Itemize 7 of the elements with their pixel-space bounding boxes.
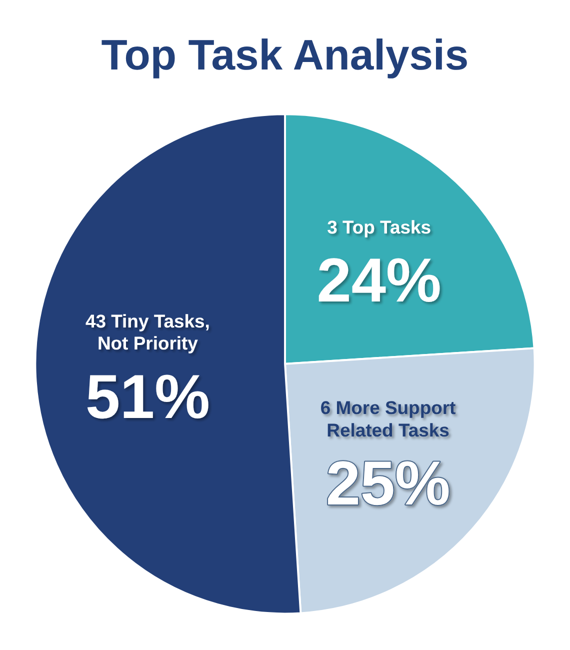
slice-label: 43 Tiny Tasks, Not Priority bbox=[85, 310, 210, 354]
slice-label: 3 Top Tasks bbox=[327, 216, 432, 238]
chart-title: Top Task Analysis bbox=[101, 31, 469, 80]
data-label: 25% bbox=[326, 449, 450, 518]
slice-label: 6 More Support Related Tasks bbox=[320, 396, 456, 440]
data-label: 51% bbox=[85, 362, 210, 432]
data-label: 24% bbox=[316, 246, 442, 316]
